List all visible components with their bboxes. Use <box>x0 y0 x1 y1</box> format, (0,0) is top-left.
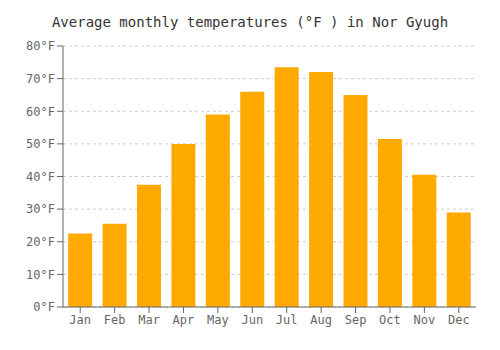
svg-text:May: May <box>207 313 229 327</box>
svg-text:Aug: Aug <box>310 313 332 327</box>
svg-text:10°F: 10°F <box>26 268 55 282</box>
svg-text:Dec: Dec <box>448 313 470 327</box>
svg-text:Nov: Nov <box>414 313 436 327</box>
svg-text:Sep: Sep <box>345 313 367 327</box>
html-text:Average monthly temperatures (: Average monthly temperatures (°F ) in No… <box>51 14 449 30</box>
svg-text:Oct: Oct <box>379 313 401 327</box>
svg-text:80°F: 80°F <box>26 39 55 53</box>
svg-text:Feb: Feb <box>104 313 126 327</box>
svg-text:20°F: 20°F <box>26 235 55 249</box>
svg-text:50°F: 50°F <box>26 137 55 151</box>
svg-text:Apr: Apr <box>173 313 195 327</box>
svg-text:Mar: Mar <box>138 313 160 327</box>
svg-text:Jul: Jul <box>276 313 298 327</box>
svg-text:70°F: 70°F <box>26 72 55 86</box>
svg-text:Jan: Jan <box>69 313 91 327</box>
svg-text:30°F: 30°F <box>26 202 55 216</box>
svg-text:0°F: 0°F <box>33 300 55 314</box>
svg-text:60°F: 60°F <box>26 105 55 119</box>
svg-text:Jun: Jun <box>241 313 263 327</box>
svg-text:40°F: 40°F <box>26 170 55 184</box>
